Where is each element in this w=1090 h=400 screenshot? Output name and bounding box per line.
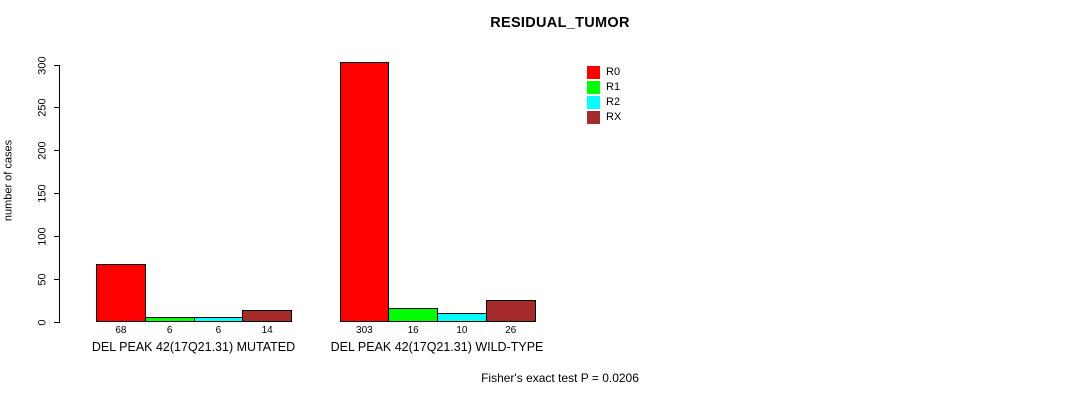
y-tick-label: 200 xyxy=(36,141,49,160)
legend-row: R2 xyxy=(587,95,621,110)
y-axis-label: number of cases xyxy=(2,139,15,222)
legend-row: R0 xyxy=(587,65,621,80)
legend-swatch-r1 xyxy=(587,81,600,94)
legend-swatch-rx xyxy=(587,111,600,124)
legend: R0 R1 R2 RX xyxy=(587,65,621,125)
legend-label: R2 xyxy=(606,96,621,108)
bar-r1 xyxy=(144,316,195,322)
group-label: DEL PEAK 42(17Q21.31) WILD-TYPE xyxy=(330,340,544,354)
legend-label: R0 xyxy=(606,66,621,78)
y-tick-mark xyxy=(54,193,60,194)
y-tick-mark xyxy=(54,107,60,109)
y-tick-label: 150 xyxy=(36,184,49,203)
y-tick-label: 0 xyxy=(36,318,49,326)
legend-swatch-r2 xyxy=(587,96,600,109)
bar-rx xyxy=(242,310,292,322)
bar-r1 xyxy=(388,308,438,322)
bar-value-label: 6 xyxy=(166,325,173,336)
bar-value-label: 68 xyxy=(115,325,127,336)
bar-value-label: 14 xyxy=(261,325,273,336)
bar-value-label: 26 xyxy=(505,325,517,336)
bar-value-label: 10 xyxy=(456,325,468,336)
chart-title: RESIDUAL_TUMOR xyxy=(490,15,630,31)
y-tick-label: 250 xyxy=(36,98,49,118)
y-tick-mark xyxy=(54,64,60,66)
bar-rx xyxy=(485,299,536,322)
y-tick-mark xyxy=(54,321,60,323)
group-label: DEL PEAK 42(17Q21.31) MUTATED xyxy=(91,340,296,354)
bar-value-label: 6 xyxy=(215,325,222,336)
bar-r2 xyxy=(437,313,487,322)
annotation-text: Fisher's exact test P = 0.0206 xyxy=(481,371,639,385)
y-tick-label: 100 xyxy=(36,227,49,246)
legend-label: RX xyxy=(606,111,622,123)
legend-swatch-r0 xyxy=(587,66,600,79)
y-tick-mark xyxy=(54,278,60,280)
bar-r0 xyxy=(339,62,390,322)
legend-row: RX xyxy=(587,110,621,125)
bar-r0 xyxy=(96,263,146,322)
y-tick-label: 300 xyxy=(36,55,49,75)
legend-row: R1 xyxy=(587,80,621,95)
legend-label: R1 xyxy=(606,81,621,93)
bar-value-label: 303 xyxy=(356,325,373,336)
y-tick-mark xyxy=(54,235,60,237)
bar-value-label: 16 xyxy=(407,325,419,336)
bar-r2 xyxy=(193,316,244,322)
y-tick-mark xyxy=(54,150,60,152)
y-tick-label: 50 xyxy=(36,273,49,286)
